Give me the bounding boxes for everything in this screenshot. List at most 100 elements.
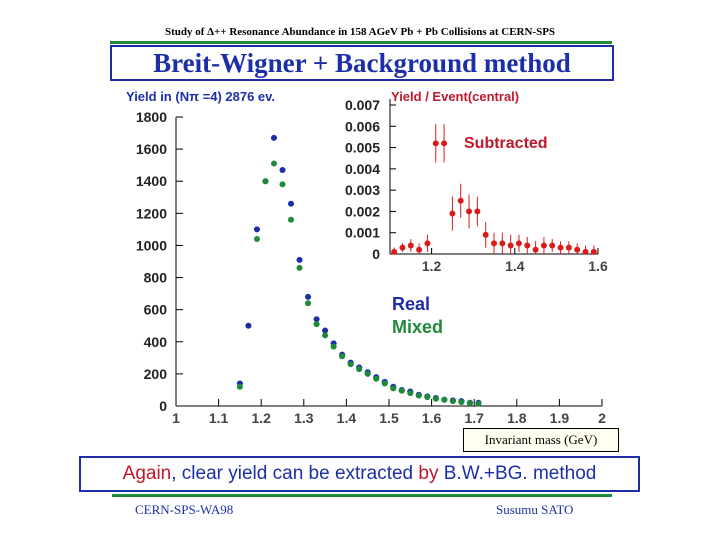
slide-top-title: Study of Δ++ Resonance Abundance in 158 … <box>164 26 556 38</box>
main-x-tick-label: 1 <box>172 410 180 426</box>
subtracted-point <box>524 242 531 249</box>
main-x-tick-label: 1.1 <box>209 410 229 426</box>
main-x-tick-label: 1.8 <box>507 410 527 426</box>
real-point <box>313 316 320 323</box>
subtracted-point <box>407 242 414 249</box>
main-y-tick-label: 1400 <box>136 173 167 189</box>
inset-chart-title: Yield / Event(central) <box>391 89 519 104</box>
mixed-point <box>432 395 439 402</box>
yield-chart: 1 1.1 1.2 1.3 1.4 1.5 1.6 1.7 1.8 1.9 2 0 200 400 600 8… <box>108 84 618 426</box>
conclusion-box: Again, clear yield can be extracted by B… <box>79 456 640 492</box>
mixed-point <box>415 392 422 399</box>
subtracted-point <box>491 240 497 247</box>
subtracted-point <box>391 248 398 255</box>
mixed-point <box>262 178 269 185</box>
main-y-tick-label: 1800 <box>136 109 167 125</box>
main-x-tick-label: 1.5 <box>379 410 399 426</box>
subtracted-point <box>499 240 506 247</box>
mixed-point <box>398 387 405 394</box>
subtracted-point <box>540 242 547 249</box>
main-y-tick-label: 800 <box>144 270 168 286</box>
mixed-point <box>339 353 346 360</box>
mixed-point <box>475 400 482 407</box>
inset-y-tick-label: 0.006 <box>345 118 380 134</box>
subtracted-point <box>582 248 589 255</box>
main-y-tick-label: 400 <box>144 334 168 350</box>
mixed-point <box>322 332 329 339</box>
main-x-tick-label: 1.7 <box>464 410 484 426</box>
main-y-tick-label: 1600 <box>136 141 167 157</box>
mixed-point <box>364 370 371 377</box>
mixed-point <box>458 398 465 405</box>
mixed-point <box>253 236 260 243</box>
subtracted-point <box>424 240 431 247</box>
subtracted-point <box>466 208 473 215</box>
main-x-tick-label: 1.3 <box>294 410 314 426</box>
inset-y-tick-label: 0.005 <box>345 140 380 156</box>
conclusion-text-by: by <box>418 463 439 484</box>
real-point <box>305 293 312 300</box>
subtracted-point <box>532 246 539 253</box>
subtracted-point <box>416 246 423 253</box>
subtracted-point <box>557 244 564 251</box>
inset-x-tick-label: 1.4 <box>505 258 525 274</box>
mixed-point <box>347 361 354 368</box>
inset-background <box>388 88 614 259</box>
real-point <box>296 256 303 263</box>
mixed-point <box>296 264 303 271</box>
legend-mixed: Mixed <box>392 317 443 337</box>
main-x-tick-label: 1.2 <box>251 410 271 426</box>
mixed-point <box>313 321 320 328</box>
conclusion-text-part2: B.W.+BG. method <box>438 463 597 484</box>
mixed-point <box>441 396 448 403</box>
real-point <box>322 327 329 334</box>
main-x-tick-label: 1.6 <box>422 410 442 426</box>
mixed-point <box>330 343 337 350</box>
subtracted-point <box>574 246 581 253</box>
mixed-point <box>407 390 414 397</box>
conclusion-text-part1: , clear yield can be extracted <box>171 463 419 484</box>
mixed-point <box>449 398 456 405</box>
inset-y-tick-label: 0.001 <box>345 225 380 241</box>
slide-headline: Breit-Wigner + Background method <box>110 45 614 81</box>
subtracted-point <box>507 242 514 249</box>
mixed-point <box>466 400 473 407</box>
bottom-divider <box>112 494 612 497</box>
inset-x-tick-label: 1.6 <box>588 258 608 274</box>
mixed-point <box>288 216 295 223</box>
real-point <box>253 226 260 233</box>
main-y-tick-label: 1200 <box>136 205 167 221</box>
main-y-tick-label: 200 <box>144 366 168 382</box>
main-x-tick-label: 2 <box>598 410 606 426</box>
main-y-tick-label: 1000 <box>136 237 167 253</box>
mixed-point <box>356 366 363 373</box>
subtracted-point <box>590 248 597 255</box>
subtracted-point <box>515 240 522 247</box>
conclusion-text-again: Again <box>122 463 172 484</box>
main-y-tick-label: 0 <box>159 398 167 414</box>
real-point <box>288 200 295 207</box>
real-point <box>279 166 286 173</box>
top-divider <box>110 41 612 44</box>
mixed-point <box>373 375 380 382</box>
inset-y-tick-label: 0.004 <box>345 161 380 177</box>
main-x-tick-label: 1.9 <box>550 410 570 426</box>
real-point <box>245 322 252 329</box>
main-chart-title: Yield in (Nπ =4) 2876 ev. <box>126 89 275 104</box>
inset-y-tick-label: 0.003 <box>345 182 380 198</box>
subtracted-point <box>482 231 489 238</box>
mixed-point <box>424 394 431 401</box>
mixed-point <box>305 300 312 307</box>
mixed-point <box>236 383 243 390</box>
footer-author: Susumu SATO <box>496 502 574 517</box>
real-point <box>270 134 277 141</box>
subtracted-point <box>474 208 481 215</box>
main-x-tick-label: 1.4 <box>337 410 357 426</box>
footer-experiment: CERN-SPS-WA98 <box>135 502 234 517</box>
mixed-point <box>270 160 277 167</box>
inset-y-tick-label: 0 <box>372 246 380 262</box>
main-y-tick-label: 600 <box>144 302 168 318</box>
subtracted-point <box>565 244 572 251</box>
inset-y-tick-label: 0.002 <box>345 203 380 219</box>
mixed-point <box>390 385 397 392</box>
